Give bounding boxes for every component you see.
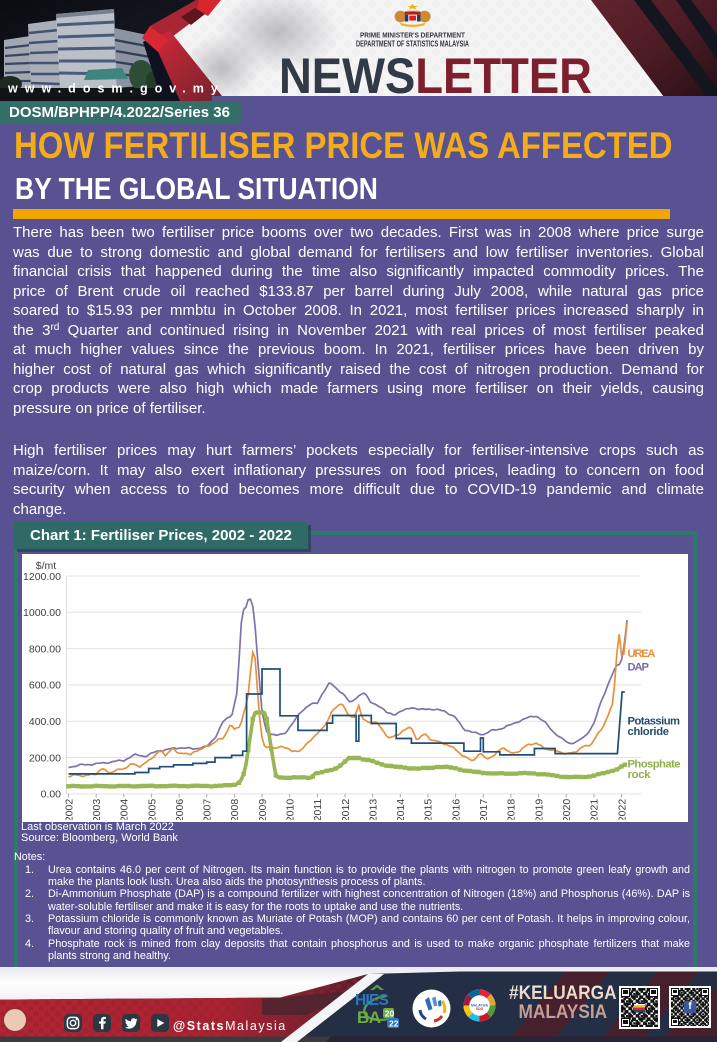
svg-text:200.00: 200.00 (28, 752, 60, 764)
svg-text:NEWSLETTER: NEWSLETTER (279, 47, 592, 101)
svg-text:UREA: UREA (627, 648, 655, 660)
svg-text:1000.00: 1000.00 (23, 607, 61, 619)
svg-text:BA: BA (357, 1008, 381, 1027)
svg-text:0.00: 0.00 (40, 789, 61, 801)
svg-text:2021: 2021 (588, 799, 600, 820)
svg-text:rock: rock (627, 769, 651, 781)
svg-text:22: 22 (389, 1019, 399, 1029)
svg-text:2015: 2015 (422, 799, 434, 820)
svg-text:SDG: SDG (476, 1007, 484, 1011)
svg-text:DEPARTMENT OF STATISTICS MALAY: DEPARTMENT OF STATISTICS MALAYSIA (356, 40, 469, 49)
svg-text:2011: 2011 (312, 799, 324, 820)
svg-text:PRIME MINISTER'S DEPARTMENT: PRIME MINISTER'S DEPARTMENT (360, 31, 465, 40)
svg-text:20: 20 (385, 1009, 395, 1019)
svg-text:Potassium: Potassium (627, 715, 680, 727)
svg-text:2018: 2018 (505, 799, 517, 820)
svg-text:chloride: chloride (627, 726, 669, 738)
svg-text:MALAYSIA: MALAYSIA (471, 1003, 489, 1007)
svg-text:2017: 2017 (478, 799, 490, 820)
svg-text:2012: 2012 (339, 799, 351, 820)
svg-text:800.00: 800.00 (28, 643, 60, 655)
svg-text:600.00: 600.00 (28, 680, 60, 692)
svg-text:2007: 2007 (201, 799, 213, 820)
svg-text:2008: 2008 (229, 799, 241, 820)
svg-text:2006: 2006 (173, 799, 185, 820)
svg-text:2010: 2010 (284, 799, 296, 820)
svg-text:2022: 2022 (616, 799, 628, 820)
svg-text:2020: 2020 (561, 799, 573, 820)
svg-text:2002: 2002 (63, 799, 75, 820)
svg-text:$/mt: $/mt (35, 560, 56, 572)
svg-text:2013: 2013 (367, 799, 379, 820)
svg-text:2016: 2016 (450, 799, 462, 820)
svg-text:2014: 2014 (395, 799, 407, 820)
svg-text:2004: 2004 (118, 799, 130, 820)
svg-text:DAP: DAP (627, 661, 649, 673)
svg-text:2009: 2009 (256, 799, 268, 820)
svg-text:www.dosm.gov.my: www.dosm.gov.my (7, 82, 225, 96)
svg-text:Phosphate: Phosphate (627, 759, 680, 771)
svg-text:1200.00: 1200.00 (23, 571, 61, 583)
svg-text:400.00: 400.00 (28, 716, 60, 728)
svg-text:HIES: HIES (355, 992, 388, 1009)
svg-text:2003: 2003 (91, 799, 103, 820)
svg-text:2019: 2019 (533, 799, 545, 820)
svg-text:2005: 2005 (146, 799, 158, 820)
